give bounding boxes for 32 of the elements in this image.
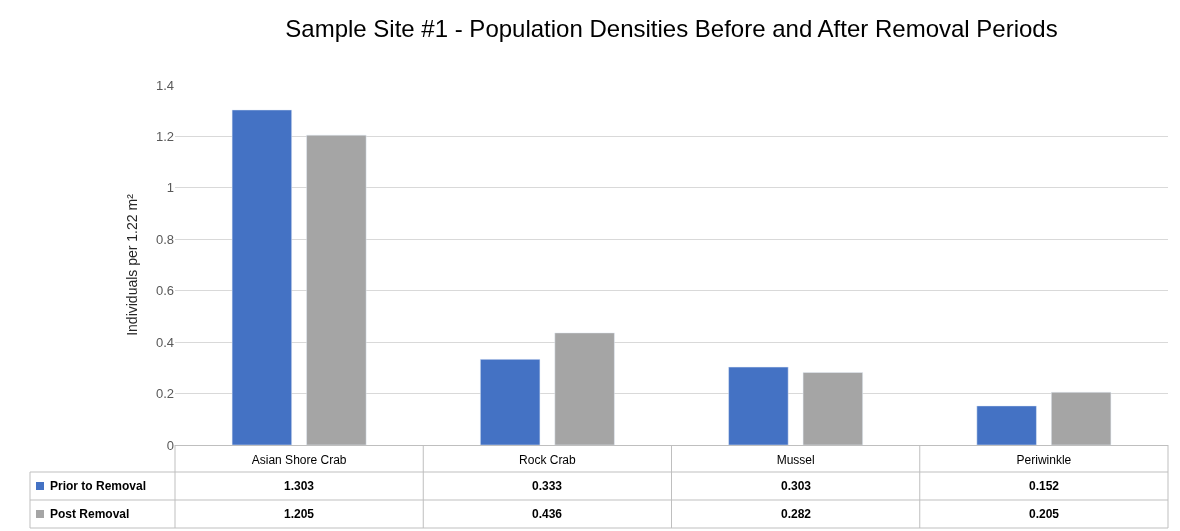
data-label: 1.303 [284, 479, 315, 493]
bar [480, 359, 541, 445]
data-label: 1.205 [284, 507, 315, 521]
x-tick-label: Rock Crab [519, 453, 577, 468]
y-tick-label: 0.4 [155, 334, 174, 350]
y-tick-label: 1.4 [155, 77, 174, 93]
data-label: 0.303 [781, 479, 812, 493]
y-tick-label: 1.2 [155, 128, 174, 144]
x-tick-label: Mussel [776, 453, 815, 468]
data-label: 0.205 [1029, 507, 1060, 521]
y-tick-label: 0 [166, 437, 174, 453]
bar [1051, 392, 1112, 445]
bar [728, 366, 789, 445]
x-tick-label: Periwinkle [1016, 453, 1072, 468]
bar [976, 405, 1037, 445]
y-tick-label: 0.8 [155, 231, 174, 247]
x-tick-label: Asian Shore Crab [251, 453, 347, 468]
bar [554, 332, 615, 445]
y-tick-label: 0.6 [155, 283, 174, 299]
chart-title: Sample Site #1 - Population Densities Before and After Removal Periods [285, 14, 1058, 42]
y-tick-label: 1 [166, 180, 174, 196]
y-tick-label: 0.2 [155, 386, 174, 402]
legend-label: Prior to Removal [50, 479, 147, 493]
data-label: 0.282 [781, 507, 812, 521]
bar [231, 109, 292, 445]
y-axis-title: Individuals per 1.22 m² [123, 193, 140, 336]
data-label: 0.333 [532, 479, 563, 493]
bar [802, 372, 863, 445]
legend-label: Post Removal [50, 507, 130, 521]
data-label: 0.436 [532, 507, 563, 521]
bar [306, 134, 367, 445]
data-label: 0.152 [1029, 479, 1060, 493]
